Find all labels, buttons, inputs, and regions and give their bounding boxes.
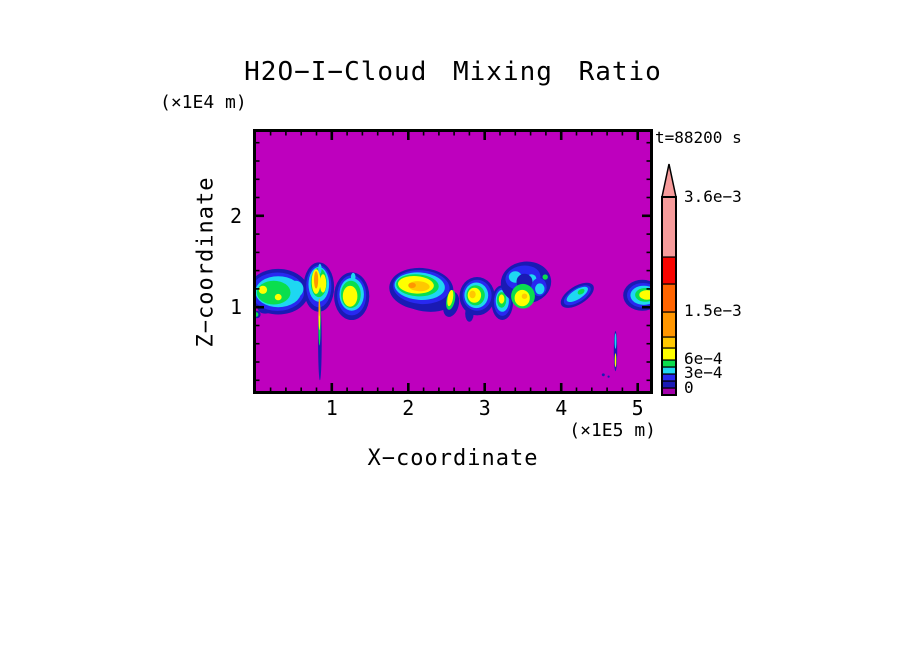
colorbar-segment-navy	[661, 380, 677, 389]
contour-cloud-large-orange	[408, 282, 416, 288]
colorbar-svg	[661, 163, 677, 396]
contour-cloud-f-yellow	[498, 294, 505, 304]
colorbar-arrow	[661, 163, 677, 198]
contour-cloud-large-yellow	[447, 290, 454, 307]
plot-background	[253, 129, 653, 394]
contour-cloud-complex-cyan	[535, 283, 545, 295]
y-tick-label: 1	[229, 295, 242, 320]
x-tick-label: 1	[325, 396, 338, 420]
contour-plume-orange	[318, 298, 320, 317]
contour-cloud-slanted-green	[577, 288, 585, 295]
contour-streak-east-yellow	[614, 353, 617, 368]
contour-cloud-west-cyan	[288, 280, 304, 298]
colorbar-segment-yellow	[661, 347, 677, 361]
x-tick-label: 4	[555, 396, 568, 420]
colorbar-segment-orange	[661, 311, 677, 338]
colorbar-tick-label: 1.5e−3	[684, 301, 742, 321]
contour-cloud-e-gold	[469, 290, 476, 299]
colorbar-segment-orange_dark	[661, 283, 677, 313]
colorbar-segment-pink	[661, 196, 677, 258]
colorbar-outline	[661, 196, 677, 396]
colorbar-tick-label: 0	[684, 378, 694, 398]
x-tick-label: 5	[631, 396, 644, 420]
contour-plume-yellow	[319, 274, 327, 293]
contour-streak-east-cyan	[614, 333, 617, 349]
contour-cloud-c-yellow	[342, 285, 358, 307]
contour-cloud-east-yellow	[639, 290, 653, 300]
y-axis-title: Z−coordinate	[193, 176, 219, 348]
contour-dots-navy	[607, 375, 610, 378]
x-axis-unit-label: (×1E5 m)	[569, 420, 656, 441]
contour-cloud-complex-yellow	[514, 289, 530, 307]
x-axis-title: X−coordinate	[367, 446, 539, 471]
contour-cloud-c-cyan	[350, 272, 356, 282]
contour-cloud-west-yellow	[258, 285, 268, 294]
colorbar	[650, 155, 790, 405]
colorbar-tick-label: 3.6e−3	[684, 187, 742, 206]
contour-cloud-west-yellow	[274, 293, 282, 301]
plot-area	[253, 129, 653, 394]
contour-cloud-complex-green	[542, 274, 548, 280]
colorbar-segment-gold	[661, 336, 677, 349]
colorbar-segment-red	[661, 256, 677, 285]
colorbar-segment-green	[661, 359, 677, 368]
colorbar-tick-label: 6e−4	[684, 348, 723, 368]
chart-title: H2O−I−Cloud Mixing Ratio	[244, 57, 662, 87]
contour-plume-orange	[314, 271, 319, 289]
x-tick-label: 2	[402, 396, 415, 420]
contour-cloud-complex-gold	[521, 293, 528, 299]
x-tick-label: 3	[478, 396, 491, 420]
colorbar-segment-cyan	[661, 366, 677, 375]
contour-plume-cyan	[318, 263, 322, 274]
contour-dots-navy	[601, 373, 605, 377]
colorbar-tick-label: 3e−4	[684, 363, 723, 383]
colorbar-segment-purple	[661, 387, 677, 396]
y-axis-unit-label: (×1E4 m)	[160, 92, 247, 113]
colorbar-segment-blue	[661, 373, 677, 382]
y-tick-label: 2	[229, 203, 242, 228]
time-annotation: t=88200 s	[655, 128, 742, 147]
contour-plot-svg	[253, 129, 653, 394]
plot-frame	[253, 129, 653, 394]
